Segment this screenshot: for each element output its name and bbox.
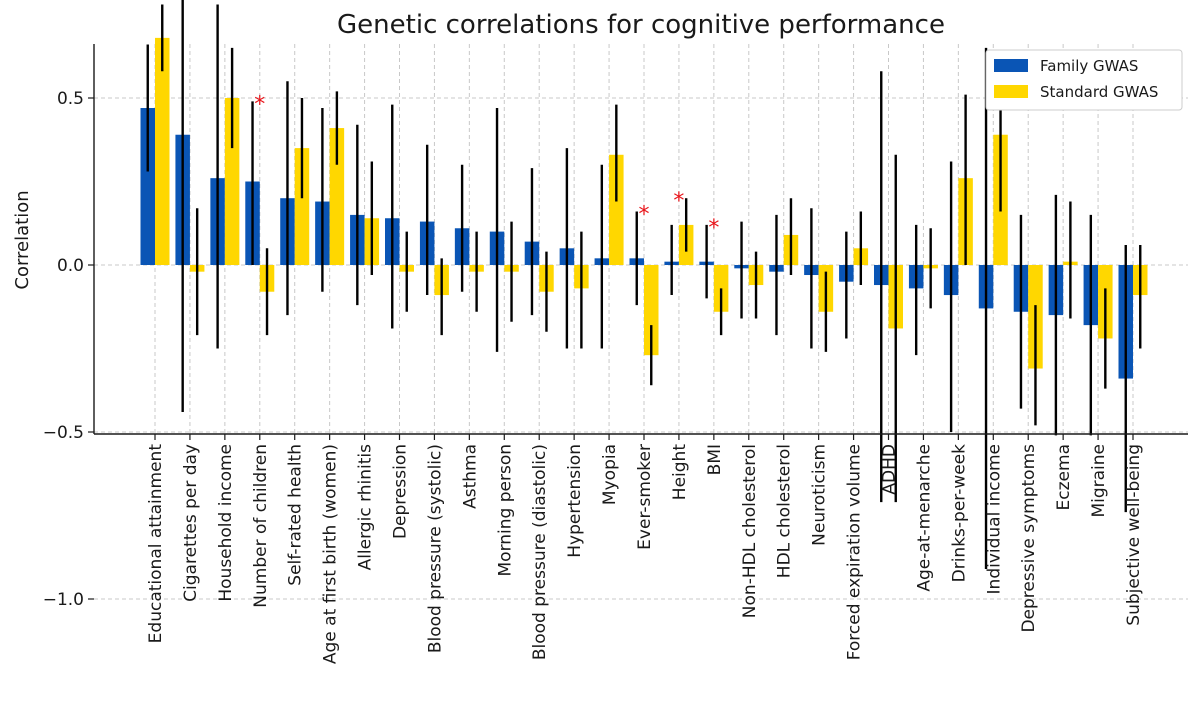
x-tick-label: Educational attainment [146,444,166,644]
significance-star: * [639,203,650,228]
x-tick-label: Height [670,444,690,501]
x-tick-label: Self-rated health [286,444,306,586]
x-tick-label: Age-at-menarche [914,444,934,592]
x-tick-label: Forced expiration volume [845,444,865,660]
x-tick-label: Depression [391,444,411,539]
x-tick-label: Neuroticism [810,444,830,546]
x-tick-label: Myopia [600,444,620,505]
x-tick-label: Allergic rhinitis [356,444,376,571]
y-tick-label: −0.5 [43,423,84,443]
x-tick-label: Eczema [1054,444,1074,510]
x-tick-label: Non-HDL cholesterol [740,444,760,618]
error-bars [146,0,1142,569]
legend-swatch-family [994,59,1028,72]
bar-standard [644,265,659,356]
legend-swatch-standard [994,85,1028,98]
x-tick-label: Cigarettes per day [181,444,201,602]
x-tick-labels: Educational attainment Cigarettes per day… [146,444,1144,664]
y-tick-label: 0.0 [57,256,84,276]
bar-standard [155,37,170,265]
legend-label-standard: Standard GWAS [1040,83,1158,101]
x-tick-label: Household income [216,444,236,602]
x-tick-label: Blood pressure (systolic) [425,444,445,653]
x-tick-label: HDL cholesterol [775,444,795,578]
significance-star: * [708,216,719,241]
x-tick-label: Drinks-per-week [949,444,969,583]
x-tick-label: ADHD [880,444,900,495]
x-tick-label: Subjective well-being [1124,444,1144,626]
bar-standard [609,154,624,265]
bar-standard [294,148,310,265]
chart-title: Genetic correlations for cognitive perfo… [337,10,945,40]
x-tick-label: Individual income [984,444,1004,594]
bars [140,37,1148,379]
x-tick-label: Blood pressure (diastolic) [530,444,550,660]
significance-star: * [254,92,265,117]
x-tick-label: BMI [705,444,725,475]
x-tick-label: Asthma [460,444,480,509]
y-tick-label: 0.5 [57,89,84,109]
x-tick-label: Age at first birth (women) [321,444,341,664]
x-tick-label: Morning person [495,444,515,577]
bar-standard [224,98,240,265]
significance-markers: * * * * [254,92,719,241]
y-tick-label: −1.0 [43,590,84,610]
x-tick-label: Hypertension [565,444,585,558]
bar-standard [329,128,345,265]
bar-family [140,108,155,266]
x-tick-label: Number of children [251,444,271,608]
x-tick-label: Migraine [1089,444,1109,518]
significance-star: * [673,189,684,214]
y-axis-label: Correlation [12,190,33,289]
legend-frame [985,49,1183,111]
x-tick-label: Ever-smoker [635,444,655,550]
x-tick-label: Depressive symptoms [1019,444,1039,633]
legend-label-family: Family GWAS [1040,57,1138,75]
legend: Family GWAS Standard GWAS [985,49,1183,111]
axes: −1.0−0.50.00.51.0 [43,44,1188,610]
